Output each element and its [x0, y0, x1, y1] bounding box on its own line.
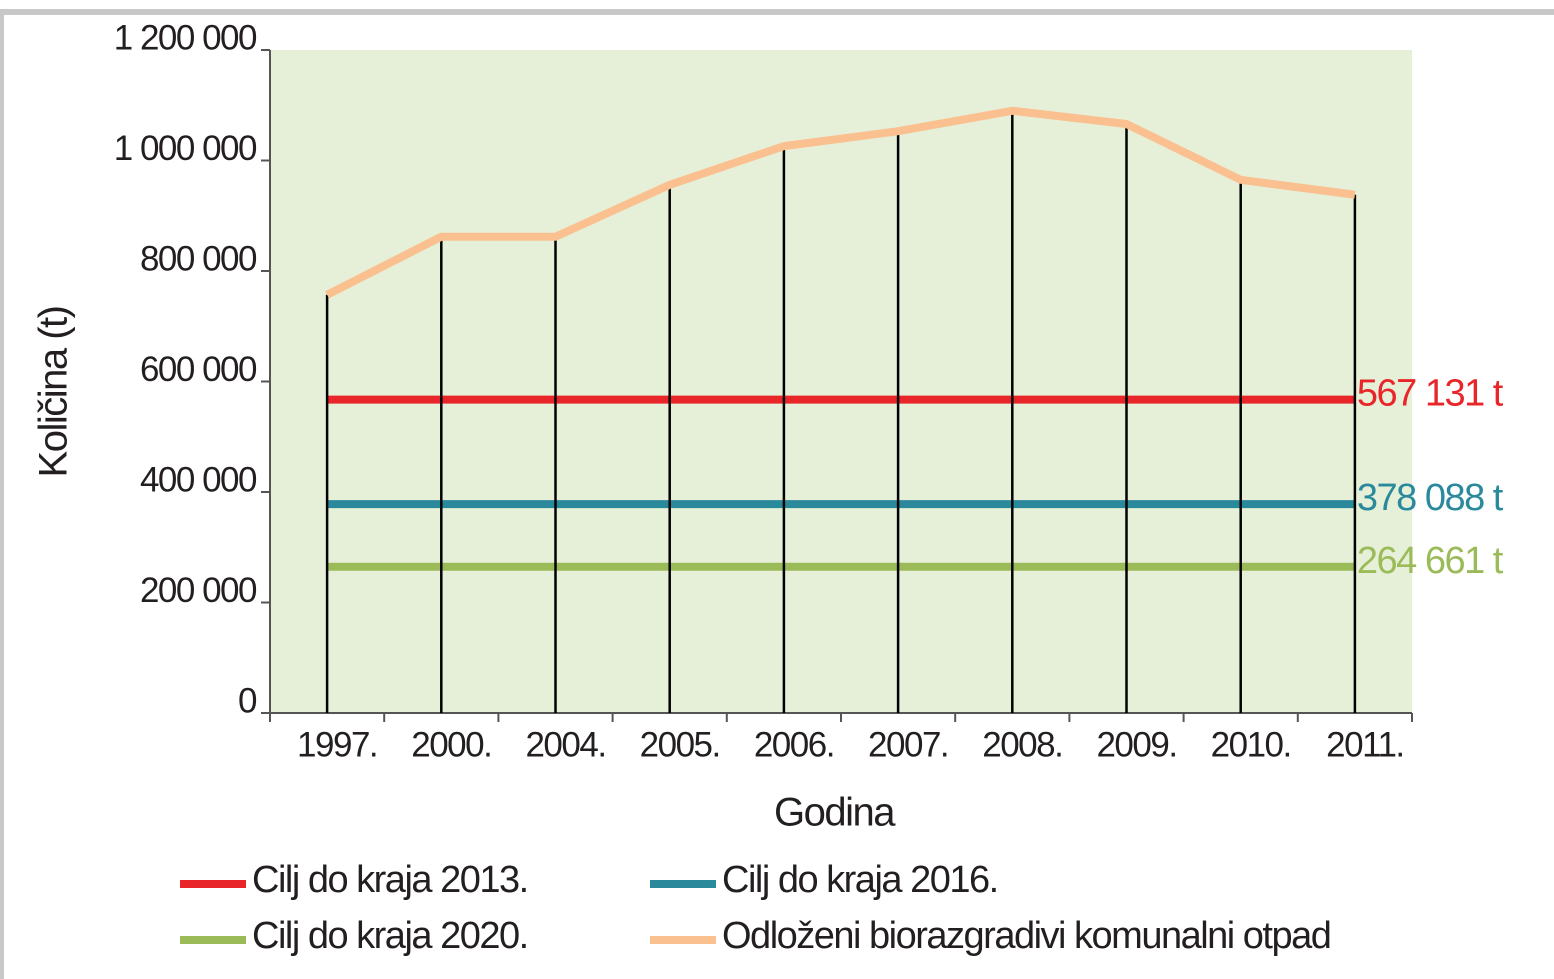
- y-tick-label: 0: [238, 681, 257, 720]
- x-tick-label: 2009.: [1096, 725, 1176, 764]
- y-tick-label: 200 000: [140, 571, 257, 610]
- x-tick-label: 2004.: [525, 725, 605, 764]
- legend-label: Odloženi biorazgradivi komunalni otpad: [722, 915, 1330, 957]
- series-line: [325, 106, 1356, 299]
- x-tick-label: 1997.: [297, 725, 377, 764]
- plot-area: [270, 50, 1412, 713]
- y-tick-label: 800 000: [140, 239, 257, 278]
- x-tick-label: 2006.: [754, 725, 834, 764]
- series-end-label: 378 088 t: [1357, 477, 1504, 519]
- legend-label: Cilj do kraja 2016.: [722, 859, 998, 901]
- x-tick-label: 2005.: [640, 725, 720, 764]
- series-end-label: 567 131 t: [1357, 373, 1504, 415]
- x-tick-label: 2011.: [1326, 725, 1404, 764]
- y-tick-label: 400 000: [140, 460, 257, 499]
- x-tick-label: 2010.: [1211, 725, 1291, 764]
- y-tick-label: 1 200 000: [114, 18, 257, 57]
- y-axis-label: Količina (t): [32, 307, 76, 478]
- x-tick-label: 2007.: [868, 725, 948, 764]
- y-tick-label: 1 000 000: [114, 129, 257, 168]
- x-tick-label: 2000.: [411, 725, 491, 764]
- x-axis-label: Godina: [774, 791, 896, 835]
- legend-label: Cilj do kraja 2013.: [252, 859, 528, 901]
- legend-label: Cilj do kraja 2020.: [252, 915, 528, 957]
- x-tick-label: 2008.: [982, 725, 1062, 764]
- y-tick-label: 600 000: [140, 350, 257, 389]
- series-end-label: 264 661 t: [1357, 540, 1504, 582]
